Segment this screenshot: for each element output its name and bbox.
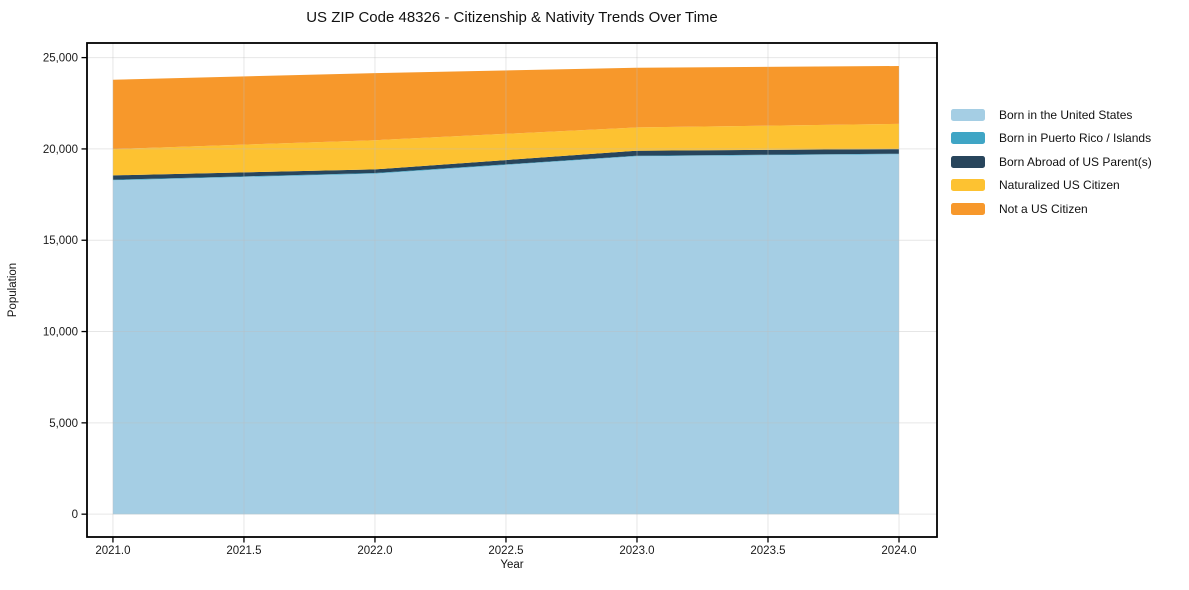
x-tick-label: 2023.5 (750, 545, 785, 557)
y-tick-label: 25,000 (43, 53, 78, 65)
legend-item-not-citizen: Not a US Citizen (951, 197, 1152, 221)
x-tick-label: 2024.0 (881, 545, 916, 557)
legend-label: Not a US Citizen (999, 201, 1088, 216)
legend-swatch-icon (951, 202, 985, 215)
y-axis-label: Population (7, 262, 19, 318)
legend-label: Born Abroad of US Parent(s) (999, 154, 1152, 169)
y-tick-label: 10,000 (43, 327, 78, 339)
legend-label: Born in Puerto Rico / Islands (999, 131, 1152, 146)
y-tick-label: 20,000 (43, 144, 78, 156)
y-tick-label: 15,000 (43, 235, 78, 247)
x-axis-label: Year (500, 559, 524, 571)
legend-label: Naturalized US Citizen (999, 178, 1120, 193)
legend-label: Born in the United States (999, 107, 1133, 122)
legend-item-born-us: Born in the United States (951, 103, 1152, 127)
legend-item-born-abroad: Born Abroad of US Parent(s) (951, 150, 1152, 174)
area-series-2 (112, 149, 899, 180)
legend: Born in the United States Born in Puerto… (951, 103, 1152, 221)
legend-item-born-pr: Born in Puerto Rico / Islands (951, 127, 1152, 151)
area-series-3 (112, 123, 899, 176)
x-tick-label: 2022.0 (357, 545, 392, 557)
legend-item-naturalized: Naturalized US Citizen (951, 174, 1152, 198)
x-tick-label: 2021.5 (226, 545, 261, 557)
legend-swatch-icon (951, 108, 985, 121)
y-tick-label: 5,000 (49, 418, 78, 430)
chart-title: US ZIP Code 48326 - Citizenship & Nativi… (306, 9, 718, 26)
x-tick-label: 2021.0 (95, 545, 130, 557)
legend-swatch-icon (951, 155, 985, 168)
x-tick-label: 2023.0 (619, 545, 654, 557)
legend-swatch-icon (951, 132, 985, 145)
x-tick-label: 2022.5 (488, 545, 523, 557)
plot-frame (86, 42, 938, 538)
y-tick-label: 0 (72, 509, 78, 521)
legend-swatch-icon (951, 179, 985, 192)
area-series-0 (112, 154, 899, 515)
area-series-4 (112, 66, 899, 150)
